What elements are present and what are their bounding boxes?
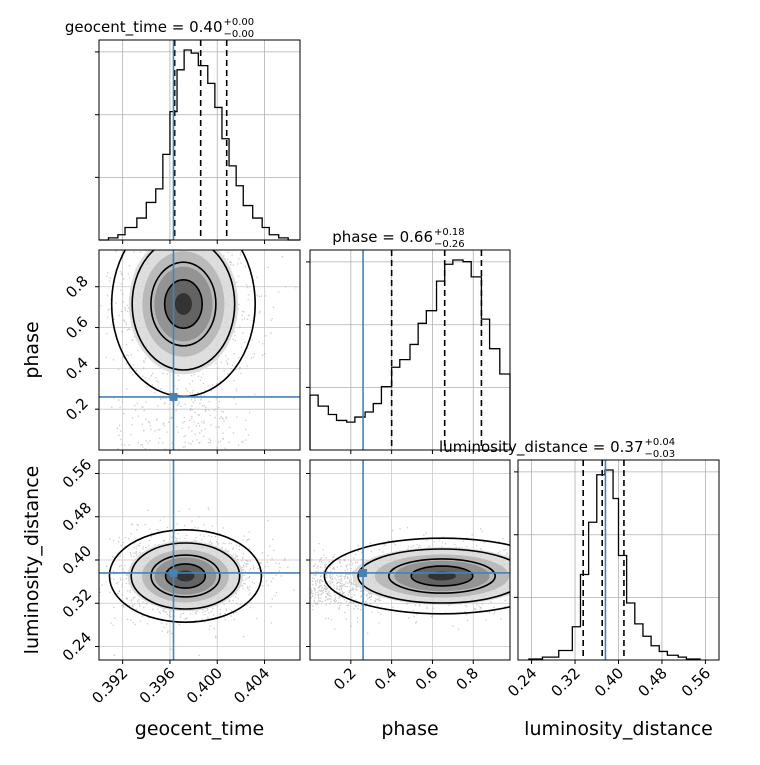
panel-background xyxy=(99,40,300,240)
title-plus: +0.04 xyxy=(645,437,676,448)
x-tick-label-luminosity_distance: 0.56 xyxy=(678,664,714,700)
panel-frame xyxy=(98,249,301,451)
x-tick-label-phase: 0.6 xyxy=(412,664,442,694)
contour-line xyxy=(131,250,236,371)
y-tick-label-luminosity_distance: 0.48 xyxy=(59,499,95,535)
contour-line xyxy=(108,528,263,623)
contour-line xyxy=(150,261,217,347)
contour-line xyxy=(150,554,221,598)
x-tick-label-geocent_time: 0.404 xyxy=(230,664,273,707)
y-tick-label-luminosity_distance: 0.40 xyxy=(59,542,95,578)
panel-title-luminosity_distance: luminosity_distance = 0.37 +0.04−0.03 xyxy=(439,437,675,460)
y-tick-label-phase: 0.2 xyxy=(62,394,92,424)
histogram-step-luminosity_distance xyxy=(528,469,701,660)
histogram-step-phase xyxy=(309,259,511,450)
panel-frame xyxy=(98,39,301,241)
x-tick-label-phase: 0.2 xyxy=(330,664,360,694)
title-main: phase = 0.66 xyxy=(332,228,433,246)
title-plus: +0.18 xyxy=(434,227,465,238)
truth-marker xyxy=(169,568,178,577)
x-tick-label-geocent_time: 0.400 xyxy=(183,664,226,707)
x-tick-label-luminosity_distance: 0.24 xyxy=(504,664,540,700)
y-tick-label-phase: 0.8 xyxy=(62,272,92,302)
y-axis-label-phase: phase xyxy=(21,321,43,378)
title-plus: +0.00 xyxy=(224,17,255,28)
panel-content xyxy=(99,460,300,660)
histogram-step-geocent_time xyxy=(99,49,300,241)
pair-panel-geocent_time-luminosity_distance xyxy=(95,459,301,664)
pair-panel-phase-luminosity_distance xyxy=(306,459,511,664)
title-main: geocent_time = 0.40 xyxy=(65,18,223,37)
y-axis-label-luminosity_distance: luminosity_distance xyxy=(21,466,43,655)
x-axis-label-geocent_time: geocent_time xyxy=(135,718,264,740)
title-minus: −0.00 xyxy=(224,29,255,40)
contour-line xyxy=(323,537,510,615)
truth-marker xyxy=(169,392,178,401)
x-tick-label-phase: 0.8 xyxy=(452,664,482,694)
title-main: luminosity_distance = 0.37 xyxy=(439,438,643,457)
y-tick-label-phase: 0.6 xyxy=(62,313,92,343)
panel-content xyxy=(99,250,300,450)
panel-frame xyxy=(309,249,511,451)
contour-line xyxy=(164,563,207,589)
x-axis-label-phase: phase xyxy=(381,718,438,740)
x-axis-label-luminosity_distance: luminosity_distance xyxy=(524,718,713,740)
hist-panel-phase xyxy=(306,249,511,454)
contour-line xyxy=(357,548,510,604)
title-minus: −0.03 xyxy=(645,449,676,460)
pair-panel-geocent_time-phase xyxy=(95,249,301,454)
x-tick-label-luminosity_distance: 0.32 xyxy=(548,664,584,700)
x-tick-label-luminosity_distance: 0.48 xyxy=(634,664,670,700)
density-level xyxy=(176,570,195,582)
contour-line xyxy=(387,558,496,594)
x-tick-label-geocent_time: 0.396 xyxy=(136,664,179,707)
contour-line xyxy=(130,542,241,610)
y-tick-label-luminosity_distance: 0.32 xyxy=(59,585,95,621)
hist-panel-geocent_time xyxy=(95,39,301,244)
x-tick-label-phase: 0.4 xyxy=(371,664,401,694)
contour-line xyxy=(163,278,204,329)
density-level xyxy=(174,293,192,315)
panel-title-geocent_time: geocent_time = 0.40 +0.00−0.00 xyxy=(65,17,254,40)
y-tick-label-phase: 0.4 xyxy=(62,354,92,384)
contour-line xyxy=(410,565,474,587)
truth-marker xyxy=(359,568,368,577)
title-minus: −0.26 xyxy=(434,239,465,250)
x-tick-label-geocent_time: 0.392 xyxy=(88,664,131,707)
y-tick-label-luminosity_distance: 0.56 xyxy=(59,455,95,491)
panel-title-phase: phase = 0.66 +0.18−0.26 xyxy=(332,227,464,250)
hist-panel-luminosity_distance xyxy=(514,459,720,664)
panel-content xyxy=(310,460,510,660)
x-tick-label-luminosity_distance: 0.40 xyxy=(591,664,627,700)
y-tick-label-luminosity_distance: 0.24 xyxy=(59,628,95,664)
